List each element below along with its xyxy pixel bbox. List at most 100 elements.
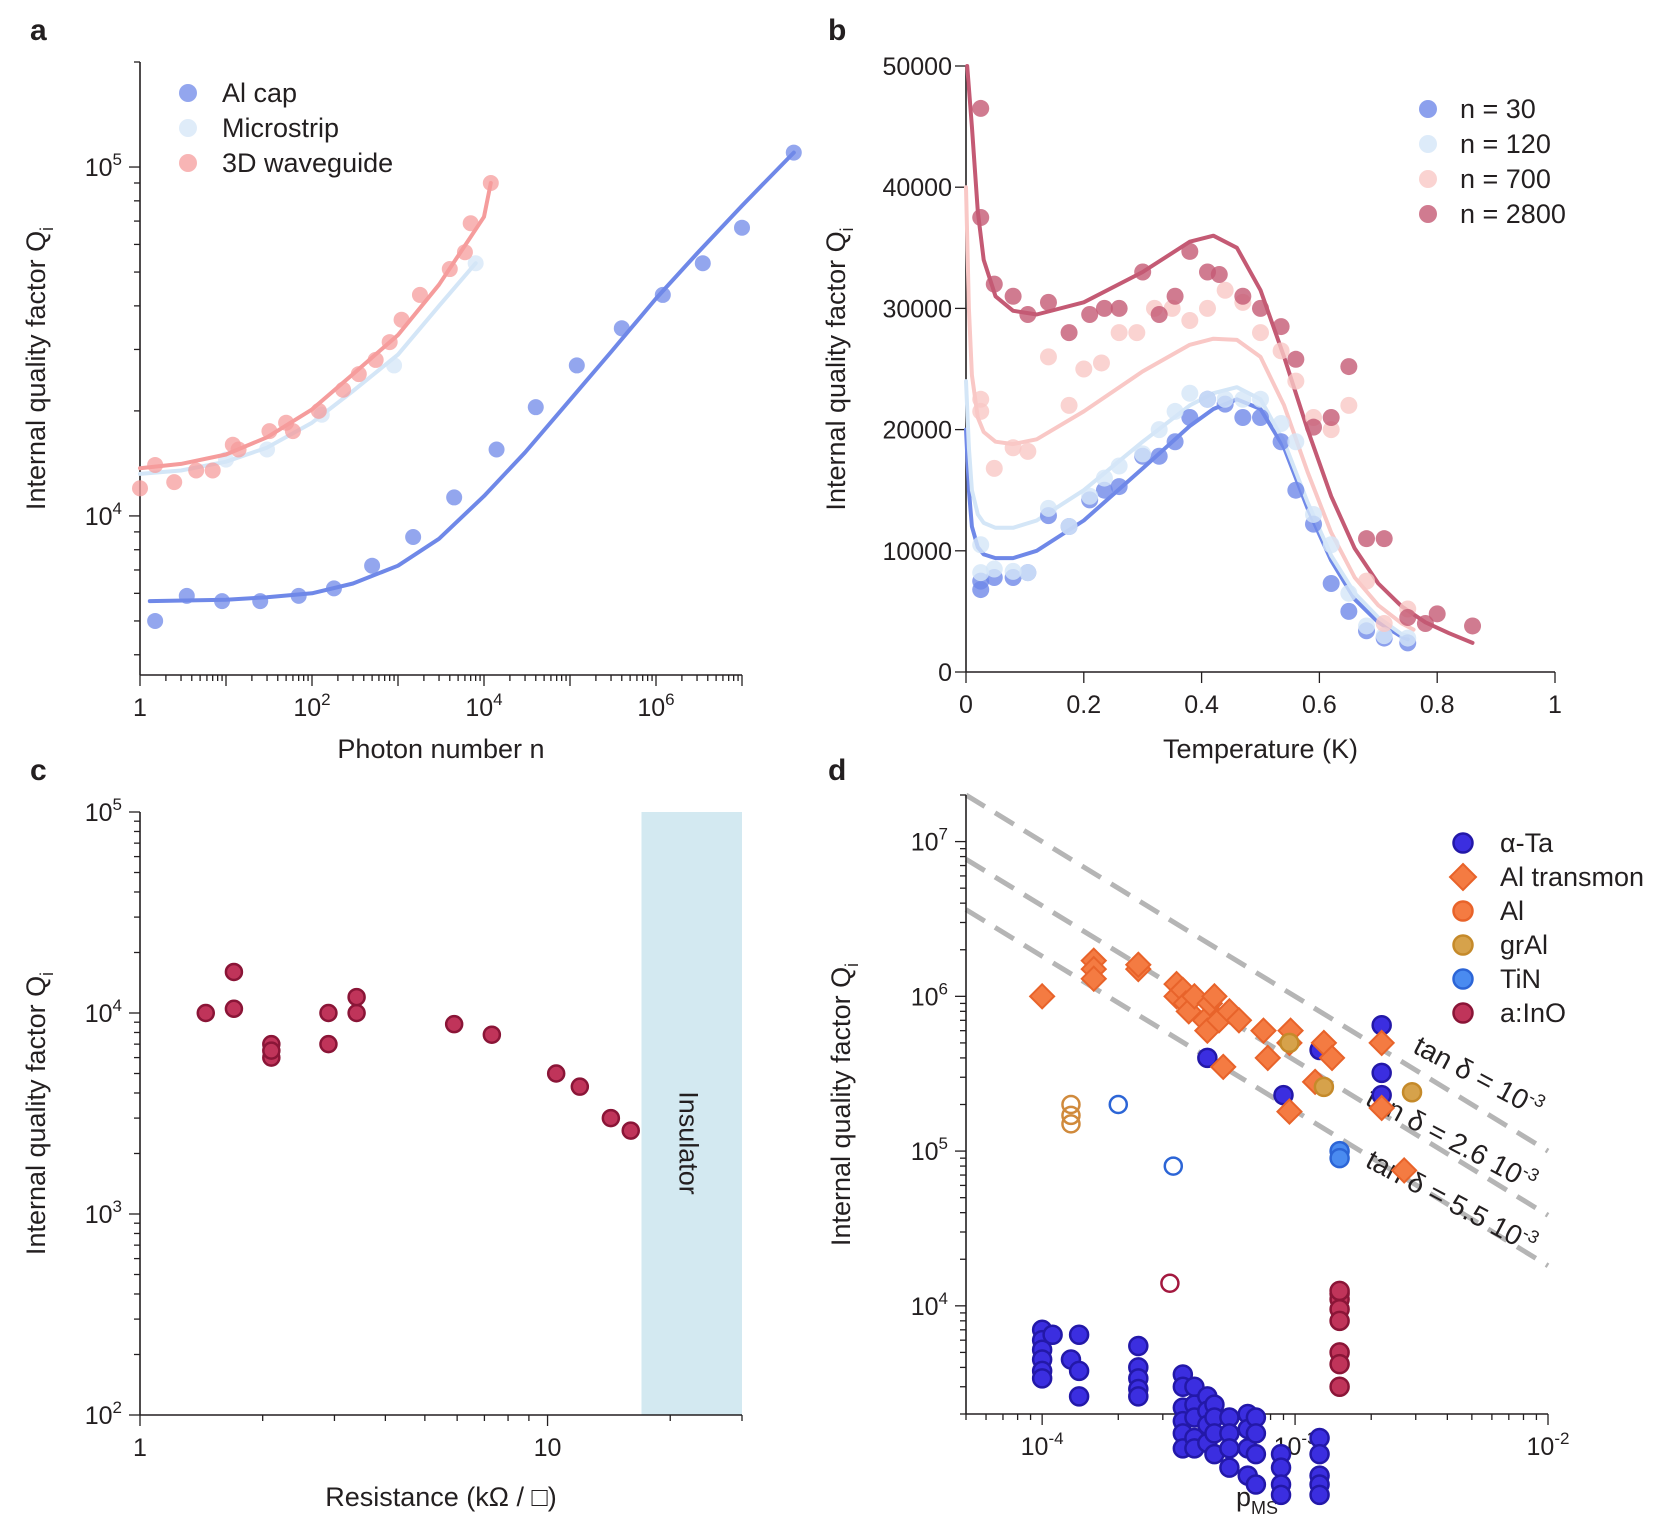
fit-line bbox=[964, 379, 1410, 638]
data-point bbox=[1039, 293, 1057, 311]
panel-label-d: d bbox=[828, 754, 846, 787]
data-point bbox=[1216, 390, 1234, 408]
legend-marker bbox=[1452, 934, 1474, 956]
data-point bbox=[284, 423, 301, 440]
x-tick-label-exp: 4 bbox=[493, 690, 502, 709]
data-point bbox=[1081, 305, 1099, 323]
data-point bbox=[1060, 396, 1078, 414]
x-tick-label-base: 10 bbox=[465, 694, 493, 722]
data-point bbox=[132, 480, 148, 497]
legend-label: 3D waveguide bbox=[222, 148, 393, 178]
y-tick-label-base: 10 bbox=[85, 503, 113, 531]
x-tick-label: 10 bbox=[534, 1434, 562, 1462]
panel-b: 0 0.2 0.4 0.6 0.8 1 0 10000 20000 30000 40000 50000… bbox=[821, 53, 1566, 764]
data-point bbox=[1225, 1006, 1253, 1034]
data-point bbox=[654, 286, 671, 303]
data-point bbox=[1309, 1484, 1330, 1506]
data-point bbox=[1061, 1105, 1081, 1126]
data-point bbox=[1329, 1147, 1350, 1169]
data-point bbox=[1108, 1094, 1129, 1115]
legend-label: n = 700 bbox=[1460, 164, 1551, 194]
data-point bbox=[1061, 1114, 1081, 1134]
data-point bbox=[1068, 1360, 1090, 1382]
data-point bbox=[1399, 629, 1417, 647]
y-tick-label: 105 bbox=[85, 795, 122, 827]
data-point bbox=[1279, 1032, 1300, 1054]
data-point bbox=[1150, 447, 1168, 465]
data-point bbox=[1399, 608, 1417, 626]
y-tick-label: 50000 bbox=[882, 53, 952, 81]
legend-marker bbox=[1448, 862, 1478, 892]
data-point bbox=[1428, 605, 1446, 623]
legend-label: Microstrip bbox=[222, 113, 339, 143]
data-point bbox=[1322, 575, 1340, 593]
y-tick-label-base: 10 bbox=[911, 983, 939, 1011]
data-point bbox=[367, 351, 384, 368]
data-point bbox=[1019, 442, 1037, 460]
data-point bbox=[1329, 1280, 1350, 1302]
x-axis-label: Photon number n bbox=[337, 734, 544, 764]
legend-marker bbox=[1419, 205, 1437, 223]
data-point bbox=[1019, 305, 1037, 323]
legend-label: n = 120 bbox=[1460, 129, 1551, 159]
data-point bbox=[1150, 305, 1168, 323]
data-point bbox=[364, 557, 381, 574]
data-point bbox=[1163, 1156, 1184, 1176]
data-point bbox=[1245, 1474, 1267, 1495]
data-point bbox=[1160, 1273, 1180, 1293]
data-point bbox=[1375, 627, 1393, 645]
data-point bbox=[1234, 287, 1252, 305]
data-point bbox=[1329, 1376, 1350, 1397]
x-axis-label-sub: MS bbox=[1251, 1498, 1278, 1518]
data-point bbox=[1209, 1053, 1237, 1081]
legend-label: Al transmon bbox=[1500, 862, 1644, 892]
data-point bbox=[972, 564, 990, 582]
data-point bbox=[972, 99, 990, 117]
y-tick-label: 107 bbox=[911, 825, 948, 857]
data-point bbox=[1181, 408, 1199, 426]
data-point bbox=[1197, 1047, 1218, 1069]
x-tick-label-base: 10 bbox=[637, 694, 665, 722]
data-point bbox=[1060, 518, 1078, 536]
data-point bbox=[568, 357, 585, 374]
data-point bbox=[785, 144, 802, 161]
fit-line bbox=[138, 181, 493, 471]
insulator-label: Insulator bbox=[674, 1091, 704, 1195]
legend-marker bbox=[1419, 100, 1437, 118]
data-point bbox=[1322, 421, 1340, 439]
data-point bbox=[1254, 1044, 1282, 1072]
data-point bbox=[1201, 982, 1228, 1010]
y-axis-label-sub: i bbox=[37, 227, 57, 231]
data-point bbox=[381, 334, 398, 351]
data-point bbox=[1210, 265, 1228, 283]
data-point bbox=[694, 255, 711, 272]
fit-line bbox=[147, 150, 796, 604]
data-point bbox=[1110, 457, 1128, 475]
data-point bbox=[1329, 1353, 1350, 1375]
data-point bbox=[1305, 505, 1323, 523]
data-point bbox=[972, 402, 990, 420]
data-point bbox=[1305, 418, 1323, 436]
data-point bbox=[1198, 390, 1216, 408]
data-point bbox=[1004, 287, 1022, 305]
x-tick-label: 0.2 bbox=[1066, 691, 1101, 719]
data-point bbox=[1371, 1062, 1392, 1084]
x-tick-label: 106 bbox=[637, 690, 674, 722]
data-point bbox=[1219, 1457, 1240, 1478]
data-point bbox=[224, 999, 244, 1018]
data-point bbox=[1340, 584, 1358, 602]
tan-delta-line bbox=[964, 907, 1550, 1268]
data-point bbox=[1272, 415, 1290, 433]
x-tick-label: 102 bbox=[293, 690, 330, 722]
data-point bbox=[985, 560, 1003, 578]
data-point bbox=[527, 399, 544, 416]
data-point bbox=[1128, 324, 1146, 342]
x-tick-label: 1 bbox=[1548, 691, 1562, 719]
data-point bbox=[1075, 360, 1093, 378]
data-point bbox=[1272, 433, 1290, 451]
data-point bbox=[1234, 390, 1252, 408]
data-point bbox=[1181, 242, 1199, 260]
data-point bbox=[178, 587, 195, 604]
data-point bbox=[1287, 481, 1305, 499]
legend-label: Al bbox=[1500, 896, 1524, 926]
